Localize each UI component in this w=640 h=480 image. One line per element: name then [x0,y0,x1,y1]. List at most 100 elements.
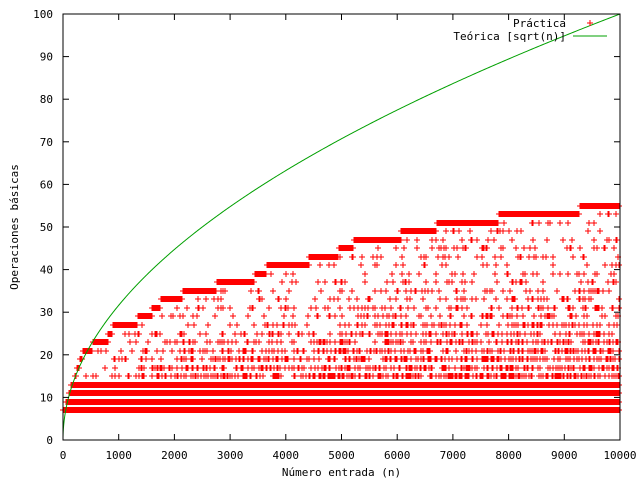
x-tick-label: 1000 [105,449,132,462]
practica-point [270,288,276,294]
practica-point [192,339,198,345]
practica-point [251,279,257,285]
practica-point [335,296,341,302]
practica-point [316,356,322,362]
practica-point [292,373,298,379]
practica-point [315,313,321,319]
y-tick-label: 90 [40,51,53,64]
practica-point [185,322,191,328]
x-tick-label: 5000 [328,449,355,462]
practica-point [190,348,196,354]
y-tick-label: 80 [40,93,53,106]
y-tick-label: 60 [40,178,53,191]
practica-point [149,356,155,362]
practica-point [197,331,203,337]
practica-point [190,356,196,362]
practica-point [292,322,298,328]
practica-point [157,331,163,337]
x-tick-label: 2000 [161,449,188,462]
practica-point [315,279,321,285]
y-tick-label: 70 [40,136,53,149]
y-tick-label: 40 [40,264,53,277]
practica-point [260,373,266,379]
practica-point [230,313,236,319]
practica-point [169,348,175,354]
practica-point [286,331,292,337]
x-tick-label: 7000 [440,449,467,462]
y-tick-label: 20 [40,349,53,362]
practica-point [158,356,164,362]
practica-point [357,348,363,354]
practica-point [234,322,240,328]
practica-point [227,322,233,328]
practica-point [170,313,176,319]
practica-point [337,305,343,311]
practica-point [191,322,197,328]
practica-point [112,365,118,371]
practica-point [312,296,318,302]
x-tick-label: 0 [60,449,67,462]
legend-label-teorica: Teórica [sqrt(n)] [453,30,566,43]
practica-point [331,262,337,268]
practica-point [337,254,343,260]
practica-point [89,348,95,354]
practica-point [129,348,135,354]
practica-point [207,339,213,345]
practica-point [232,331,238,337]
practica-point [248,288,254,294]
practica-point [362,271,368,277]
practica-point [195,296,201,302]
x-axis-label: Número entrada (n) [282,466,401,479]
practica-point [145,339,151,345]
practica-point [203,331,209,337]
practica-point [256,288,262,294]
practica-point [342,279,348,285]
y-tick-label: 50 [40,221,53,234]
practica-point [346,322,352,328]
practica-point [327,365,333,371]
practica-point [286,288,292,294]
x-tick-label: 9000 [551,449,578,462]
practica-point [243,348,249,354]
practica-point [174,305,180,311]
practica-point [160,348,166,354]
practica-point [372,288,378,294]
practica-point [245,339,251,345]
practica-point [149,313,155,319]
practica-point [133,339,139,345]
practica-point [350,254,356,260]
practica-point [250,348,256,354]
practica-point [362,279,368,285]
practica-point [212,313,218,319]
practica-point [93,373,99,379]
practica-point [359,254,365,260]
practica-points [60,203,622,413]
practica-point [285,356,291,362]
practica-point [293,279,299,285]
practica-point [266,305,272,311]
practica-point [256,339,262,345]
practica-point [332,313,338,319]
practica-point [306,262,312,268]
y-tick-label: 10 [40,391,53,404]
practica-point [118,348,124,354]
practica-point [346,296,352,302]
practica-point [245,313,251,319]
practica-point [278,373,284,379]
practica-point [322,279,328,285]
practica-point [339,313,345,319]
practica-point [372,305,378,311]
legend-label-practica: Práctica [513,17,566,30]
practica-point [220,331,226,337]
practica-point [139,322,145,328]
practica-point [102,365,108,371]
x-tick-label: 3000 [217,449,244,462]
practica-point [123,356,129,362]
practica-point [184,305,190,311]
practica-point [290,313,296,319]
practica-point [366,356,372,362]
practica-point [360,331,366,337]
practica-point [367,331,373,337]
practica-point [299,331,305,337]
practica-point [141,373,147,379]
